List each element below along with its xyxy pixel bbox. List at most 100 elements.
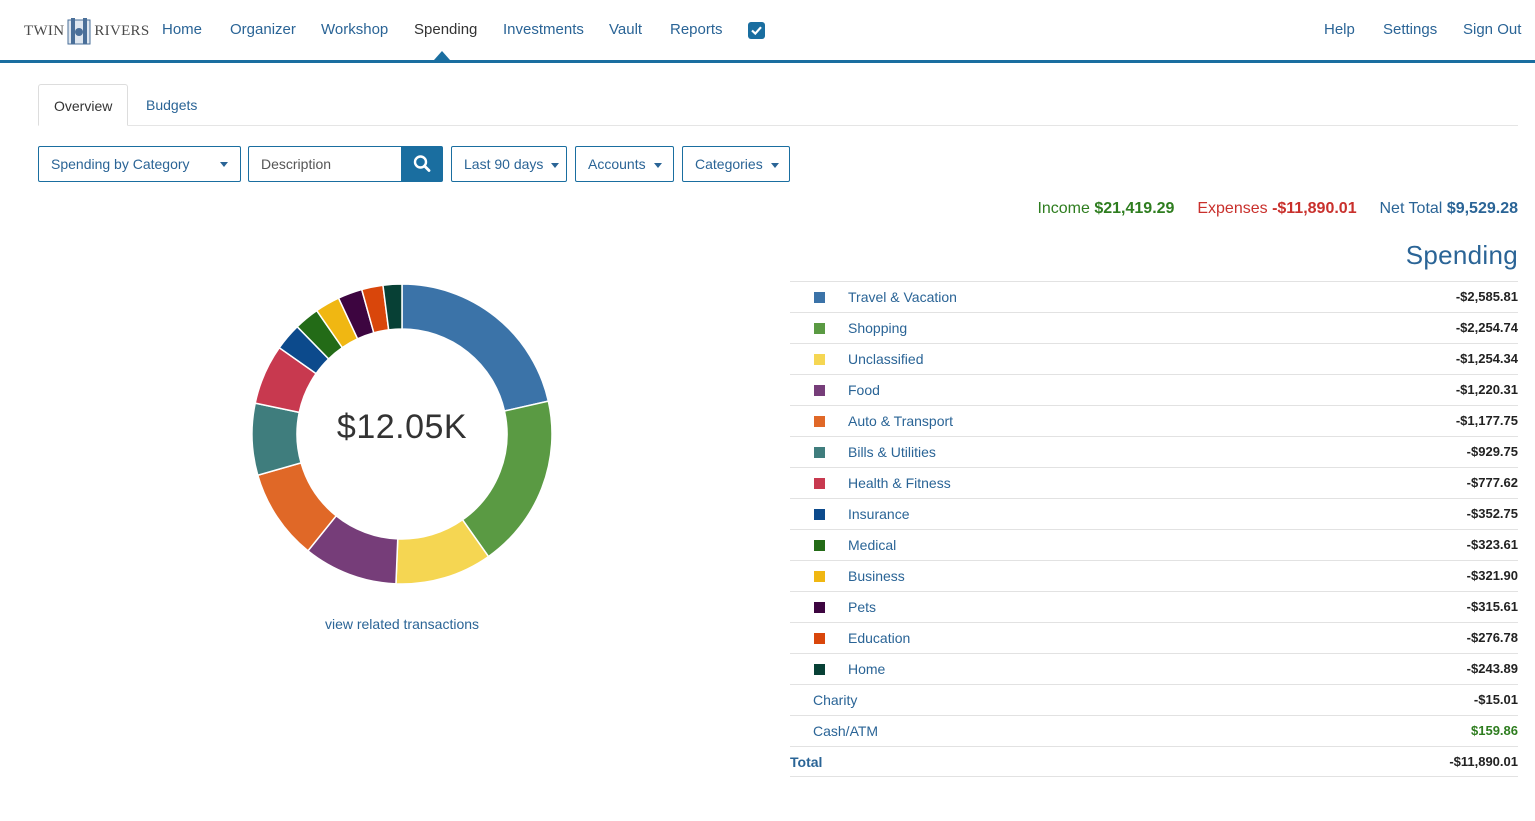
- spending-row[interactable]: Cash/ATM $159.86: [790, 715, 1518, 746]
- nav-settings[interactable]: Settings: [1383, 21, 1438, 38]
- nav-investments[interactable]: Investments: [503, 21, 584, 38]
- date-range-dropdown[interactable]: Last 90 days: [451, 146, 567, 182]
- spending-row[interactable]: Unclassified -$1,254.34: [790, 343, 1518, 374]
- chevron-down-icon: [770, 162, 779, 168]
- category-label[interactable]: Medical: [848, 537, 897, 553]
- spending-row[interactable]: Shopping -$2,254.74: [790, 312, 1518, 343]
- category-color-swatch: [814, 385, 825, 396]
- category-label[interactable]: Home: [848, 661, 886, 677]
- spending-row[interactable]: Pets -$315.61: [790, 591, 1518, 622]
- donut-slice[interactable]: [382, 283, 403, 331]
- spending-row[interactable]: Charity -$15.01: [790, 684, 1518, 715]
- checkmark-icon[interactable]: [748, 22, 765, 39]
- spending-row[interactable]: Education -$276.78: [790, 622, 1518, 653]
- spending-row[interactable]: Auto & Transport -$1,177.75: [790, 405, 1518, 436]
- category-amount: -$2,585.81: [1455, 289, 1518, 304]
- expenses-value: -$11,890.01: [1272, 200, 1357, 217]
- tab-overview[interactable]: Overview: [38, 84, 128, 126]
- search-button[interactable]: [401, 146, 443, 182]
- spending-title: Spending: [1405, 240, 1518, 270]
- spending-row[interactable]: Food -$1,220.31: [790, 374, 1518, 405]
- category-amount: -$2,254.74: [1455, 320, 1518, 335]
- category-amount: -$1,254.34: [1455, 351, 1518, 366]
- tab-budgets[interactable]: Budgets: [146, 97, 198, 113]
- net-total-label: Net Total: [1379, 200, 1443, 217]
- category-label[interactable]: Pets: [848, 599, 877, 615]
- category-color-swatch: [814, 323, 825, 334]
- spending-row[interactable]: Travel & Vacation -$2,585.81: [790, 281, 1518, 312]
- nav-sign-out[interactable]: Sign Out: [1463, 21, 1522, 38]
- total-label: Total: [790, 754, 823, 770]
- donut-slice[interactable]: [401, 283, 550, 412]
- category-color-swatch: [814, 416, 825, 427]
- category-label[interactable]: Business: [848, 568, 905, 584]
- category-amount: -$1,177.75: [1455, 413, 1518, 428]
- donut-center-total: $12.05K: [336, 408, 468, 446]
- category-label[interactable]: Charity: [813, 692, 858, 708]
- view-related-transactions-link[interactable]: view related transactions: [324, 616, 480, 632]
- category-amount: -$15.01: [1473, 692, 1518, 707]
- nav-reports[interactable]: Reports: [670, 21, 723, 38]
- tabs-divider: [38, 125, 1518, 126]
- active-nav-indicator: [434, 51, 450, 60]
- expenses-label: Expenses: [1197, 200, 1268, 217]
- category-label[interactable]: Auto & Transport: [848, 413, 954, 429]
- spending-row[interactable]: Home -$243.89: [790, 653, 1518, 684]
- category-label[interactable]: Shopping: [848, 320, 908, 336]
- nav-spending[interactable]: Spending: [414, 21, 478, 38]
- category-color-swatch: [814, 478, 825, 489]
- category-amount: -$1,220.31: [1455, 382, 1518, 397]
- category-color-swatch: [814, 292, 825, 303]
- nav-home[interactable]: Home: [162, 21, 203, 38]
- logo-word-right: RIVERS: [94, 22, 150, 39]
- view-select-label: Spending by Category: [51, 156, 190, 172]
- total-amount: -$11,890.01: [1449, 754, 1518, 769]
- category-color-swatch: [814, 571, 825, 582]
- category-color-swatch: [814, 664, 825, 675]
- accounts-dropdown[interactable]: Accounts: [575, 146, 674, 182]
- spending-row[interactable]: Health & Fitness -$777.62: [790, 467, 1518, 498]
- category-label[interactable]: Bills & Utilities: [848, 444, 936, 460]
- category-label[interactable]: Health & Fitness: [848, 475, 951, 491]
- chevron-down-icon: [653, 162, 662, 168]
- nav-help[interactable]: Help: [1324, 21, 1355, 38]
- category-amount: -$321.90: [1466, 568, 1518, 583]
- nav-workshop[interactable]: Workshop: [321, 21, 389, 38]
- search-icon: [413, 155, 431, 172]
- spending-row[interactable]: Insurance -$352.75: [790, 498, 1518, 529]
- category-label[interactable]: Food: [848, 382, 880, 398]
- nav-organizer[interactable]: Organizer: [230, 21, 296, 38]
- category-label[interactable]: Travel & Vacation: [848, 289, 957, 305]
- category-label[interactable]: Insurance: [848, 506, 910, 522]
- summary-totals: Income $21,419.29 Expenses -$11,890.01 N…: [1037, 200, 1518, 218]
- view-select-dropdown[interactable]: Spending by Category: [38, 146, 241, 182]
- spending-table: Travel & Vacation -$2,585.81 Shopping -$2,2…: [790, 281, 1518, 777]
- category-amount: -$777.62: [1466, 475, 1518, 490]
- category-amount: -$243.89: [1466, 661, 1518, 676]
- categories-dropdown[interactable]: Categories: [682, 146, 790, 182]
- category-amount: -$352.75: [1466, 506, 1518, 521]
- category-label[interactable]: Education: [848, 630, 911, 646]
- category-amount: -$323.61: [1466, 537, 1518, 552]
- category-amount: -$315.61: [1466, 599, 1518, 614]
- category-amount: -$929.75: [1466, 444, 1518, 459]
- accounts-label: Accounts: [588, 156, 646, 172]
- description-search-input[interactable]: [248, 146, 402, 182]
- category-amount: -$276.78: [1466, 630, 1518, 645]
- category-color-swatch: [814, 633, 825, 644]
- date-range-label: Last 90 days: [464, 156, 544, 172]
- spending-donut-chart[interactable]: [250, 282, 554, 586]
- category-label[interactable]: Cash/ATM: [813, 723, 879, 739]
- chevron-down-icon: [551, 162, 560, 168]
- category-label[interactable]: Unclassified: [848, 351, 924, 367]
- category-color-swatch: [814, 602, 825, 613]
- chevron-down-icon: [220, 162, 228, 167]
- net-total-value: $9,529.28: [1446, 200, 1518, 217]
- spending-total-row: Total -$11,890.01: [790, 746, 1518, 777]
- income-label: Income: [1037, 200, 1090, 217]
- twin-rivers-logo[interactable]: TWIN RIVERS: [24, 16, 150, 46]
- spending-row[interactable]: Business -$321.90: [790, 560, 1518, 591]
- nav-vault[interactable]: Vault: [609, 21, 643, 38]
- spending-row[interactable]: Medical -$323.61: [790, 529, 1518, 560]
- spending-row[interactable]: Bills & Utilities -$929.75: [790, 436, 1518, 467]
